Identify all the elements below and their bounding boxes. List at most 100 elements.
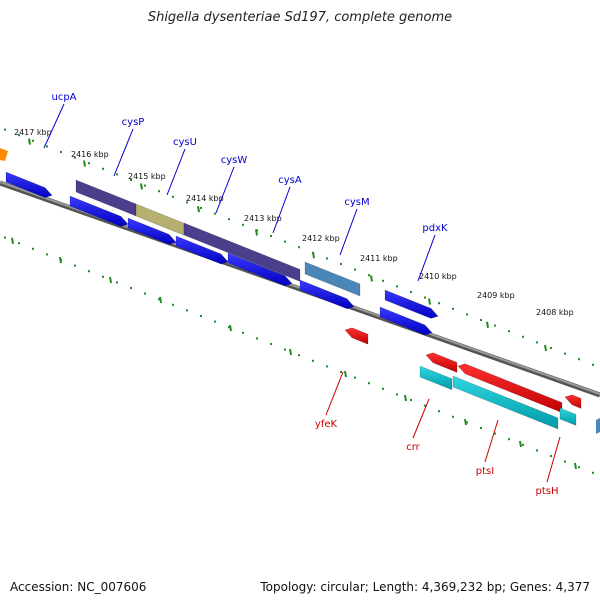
gene-leader-line [272, 186, 291, 234]
kbp-label: 2416 kbp [71, 150, 109, 159]
minor-tick [11, 237, 14, 244]
gene-leader-line [166, 148, 186, 196]
gene-label-ptsI: ptsI [476, 466, 494, 477]
accession-text: Accession: NC_007606 [10, 580, 147, 594]
lower-tick-dot [74, 264, 76, 267]
reverse-gene-arrow [457, 363, 563, 414]
lower-tick-dot [158, 298, 160, 301]
gene-leader-line [417, 234, 436, 282]
upper-tick-dot [424, 296, 426, 299]
lower-tick-dot [228, 326, 230, 329]
major-tick [428, 298, 431, 305]
upper-tick-dot [270, 235, 272, 237]
lower-tick-dot [214, 320, 216, 323]
kbp-label: 2409 kbp [477, 291, 515, 300]
upper-tick-dot [508, 330, 510, 333]
partial-gene [0, 148, 8, 161]
upper-tick-dot [368, 274, 370, 277]
gene-label-pdxK: pdxK [422, 223, 448, 234]
major-tick [255, 229, 258, 236]
reverse-band [559, 407, 577, 426]
kbp-label: 2413 kbp [244, 214, 282, 223]
lower-tick-dot [452, 415, 454, 418]
upper-tick-dot [74, 156, 76, 159]
lower-tick-dot [172, 303, 174, 306]
upper-tick-dot [480, 319, 482, 321]
lower-tick-dot [508, 438, 510, 441]
forward-gene-arrow [175, 235, 229, 265]
major-tick [140, 183, 143, 190]
minor-tick [109, 276, 112, 284]
lower-tick-dot [396, 393, 398, 396]
gene-label-cysU: cysU [173, 137, 197, 148]
lower-tick-dot [18, 242, 20, 245]
upper-tick-dot [452, 307, 454, 310]
lower-tick-dot [466, 421, 468, 424]
minor-tick [404, 394, 407, 402]
upper-tick-dot [130, 179, 132, 181]
gene-leader-line [113, 128, 134, 177]
lower-tick-dot [284, 348, 286, 351]
minor-tick [519, 440, 522, 448]
upper-tick-dot [4, 128, 6, 131]
minor-tick [59, 256, 62, 264]
lower-tick-dot [340, 371, 342, 373]
lower-tick-dot [354, 376, 356, 379]
upper-tick-dot [60, 151, 62, 153]
upper-tick-dot [284, 240, 286, 243]
upper-tick-dot [116, 173, 118, 176]
lower-tick-dot [102, 275, 104, 278]
upper-tick-dot [396, 285, 398, 288]
gene-label-cysW: cysW [221, 155, 248, 166]
upper-tick-dot [18, 134, 20, 137]
gene-leader-line [325, 371, 344, 416]
lower-tick-dot [130, 287, 132, 289]
upper-tick-dot [298, 246, 300, 249]
reverse-band [419, 365, 453, 391]
gene-label-ucpA: ucpA [51, 92, 76, 103]
upper-tick-dot [578, 358, 580, 361]
lower-tick-dot [494, 432, 496, 435]
forward-gene-arrow [227, 252, 293, 287]
lower-tick-dot [116, 281, 118, 284]
upper-tick-dot [592, 363, 594, 366]
minor-tick [464, 418, 467, 426]
lower-tick-dot [312, 359, 314, 362]
lower-tick-dot [144, 292, 146, 295]
lower-tick-dot [424, 404, 426, 407]
kbp-label: 2417 kbp [14, 128, 52, 137]
major-tick [486, 321, 489, 328]
gene-label-ptsH: ptsH [536, 486, 559, 497]
major-tick [312, 252, 315, 259]
gene-label-yfeK: yfeK [315, 419, 338, 430]
lower-tick-dot [270, 343, 272, 345]
gene-leader-line [215, 166, 235, 214]
gene-leader-line [339, 208, 358, 256]
lower-tick-dot [578, 466, 580, 469]
major-tick [370, 275, 373, 282]
lower-tick-dot [298, 354, 300, 357]
upper-tick-dot [88, 162, 90, 165]
upper-tick-dot [214, 212, 216, 215]
forward-gene-arrow [384, 289, 439, 319]
upper-tick-dot [186, 201, 188, 204]
lower-tick-dot [410, 399, 412, 401]
cds-band [304, 261, 361, 297]
gene-label-cysP: cysP [122, 117, 145, 128]
forward-gene-arrow [127, 217, 177, 245]
kbp-label: 2415 kbp [128, 172, 166, 181]
lower-tick-dot [200, 315, 202, 317]
topology-info: Topology: circular; Length: 4,369,232 bp… [260, 580, 590, 594]
gene-leader-line [412, 398, 430, 439]
map-title: Shigella dysenteriae Sd197, complete gen… [147, 10, 453, 25]
partial-gene [596, 418, 600, 434]
upper-tick-dot [200, 207, 202, 209]
upper-tick-dot [466, 313, 468, 316]
minor-tick [159, 296, 162, 304]
minor-tick [289, 348, 292, 356]
gene-leader-line [546, 436, 561, 483]
major-tick [544, 344, 547, 352]
upper-tick-dot [494, 324, 496, 327]
lower-tick-dot [592, 471, 594, 474]
upper-tick-dot [102, 167, 104, 170]
